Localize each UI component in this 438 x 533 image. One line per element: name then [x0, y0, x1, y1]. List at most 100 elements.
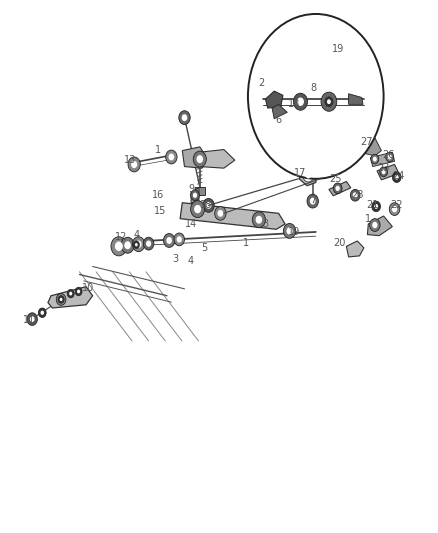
- Polygon shape: [298, 165, 315, 185]
- Text: 4: 4: [187, 256, 194, 266]
- Circle shape: [143, 237, 153, 250]
- Circle shape: [252, 212, 265, 228]
- Circle shape: [111, 237, 127, 256]
- Circle shape: [379, 167, 387, 176]
- Circle shape: [193, 151, 206, 167]
- Polygon shape: [182, 147, 208, 168]
- Circle shape: [205, 202, 211, 209]
- Text: 1: 1: [364, 214, 371, 224]
- Circle shape: [134, 243, 138, 246]
- Circle shape: [192, 192, 197, 198]
- Polygon shape: [346, 241, 363, 257]
- Polygon shape: [348, 94, 362, 104]
- Text: 2: 2: [258, 78, 264, 88]
- Circle shape: [214, 206, 226, 220]
- Circle shape: [372, 157, 376, 161]
- Circle shape: [293, 93, 307, 110]
- Circle shape: [350, 189, 359, 201]
- Circle shape: [124, 241, 131, 249]
- Circle shape: [394, 175, 398, 180]
- Text: 21: 21: [366, 200, 378, 211]
- Circle shape: [173, 233, 184, 246]
- Text: 14: 14: [184, 219, 197, 229]
- Circle shape: [176, 236, 181, 243]
- Circle shape: [286, 227, 292, 235]
- Circle shape: [75, 287, 82, 296]
- Text: 19: 19: [287, 227, 299, 237]
- Polygon shape: [191, 188, 198, 203]
- Circle shape: [77, 289, 80, 293]
- Circle shape: [387, 155, 391, 159]
- Circle shape: [283, 223, 295, 238]
- Circle shape: [67, 289, 74, 298]
- Circle shape: [166, 237, 172, 244]
- Text: 3: 3: [262, 219, 268, 229]
- Polygon shape: [367, 216, 392, 236]
- Circle shape: [255, 216, 261, 224]
- Text: 7: 7: [310, 195, 316, 205]
- Polygon shape: [272, 104, 287, 119]
- Circle shape: [133, 241, 139, 248]
- Circle shape: [385, 152, 393, 162]
- Circle shape: [373, 204, 377, 209]
- Polygon shape: [265, 91, 283, 108]
- Circle shape: [217, 210, 223, 217]
- Circle shape: [371, 222, 377, 228]
- Circle shape: [324, 97, 332, 107]
- Circle shape: [163, 233, 174, 247]
- Text: 16: 16: [152, 190, 164, 200]
- Text: 11: 11: [23, 314, 35, 325]
- Circle shape: [56, 294, 66, 305]
- Circle shape: [196, 155, 203, 163]
- Text: 26: 26: [381, 150, 393, 160]
- Text: 17: 17: [293, 168, 306, 179]
- Circle shape: [320, 92, 336, 111]
- Circle shape: [381, 169, 385, 174]
- Text: 1: 1: [242, 238, 248, 247]
- Circle shape: [370, 155, 378, 164]
- Circle shape: [168, 154, 174, 160]
- Circle shape: [132, 237, 145, 252]
- Circle shape: [27, 313, 37, 326]
- Text: 13: 13: [124, 155, 136, 165]
- Circle shape: [60, 298, 62, 301]
- Circle shape: [326, 99, 330, 104]
- Text: 8: 8: [310, 83, 316, 93]
- Text: 27: 27: [359, 136, 371, 147]
- Text: 18: 18: [200, 200, 212, 211]
- Circle shape: [352, 192, 357, 198]
- Polygon shape: [48, 287, 92, 308]
- Circle shape: [135, 240, 141, 248]
- Circle shape: [181, 114, 187, 121]
- Circle shape: [296, 98, 303, 106]
- Circle shape: [38, 308, 46, 318]
- Text: 10: 10: [82, 283, 94, 293]
- Circle shape: [178, 111, 190, 125]
- Text: 25: 25: [328, 174, 341, 184]
- Circle shape: [190, 190, 199, 200]
- Circle shape: [392, 172, 400, 182]
- Circle shape: [59, 296, 64, 302]
- Text: 23: 23: [377, 163, 389, 173]
- Circle shape: [40, 311, 44, 315]
- Circle shape: [247, 14, 383, 179]
- Polygon shape: [180, 203, 285, 229]
- Text: 19: 19: [331, 44, 343, 53]
- Circle shape: [58, 296, 64, 303]
- Polygon shape: [370, 152, 394, 166]
- Text: 1: 1: [155, 144, 161, 155]
- Text: 15: 15: [154, 206, 166, 216]
- Circle shape: [165, 150, 177, 164]
- Circle shape: [324, 97, 332, 107]
- Text: 12: 12: [115, 232, 127, 243]
- Text: 18: 18: [287, 99, 299, 109]
- Circle shape: [305, 172, 311, 179]
- Polygon shape: [359, 138, 381, 156]
- Circle shape: [335, 185, 339, 191]
- Circle shape: [306, 194, 318, 208]
- Circle shape: [146, 240, 151, 247]
- Text: 5: 5: [201, 243, 207, 253]
- Polygon shape: [328, 181, 350, 196]
- Circle shape: [332, 183, 341, 193]
- Polygon shape: [194, 187, 205, 195]
